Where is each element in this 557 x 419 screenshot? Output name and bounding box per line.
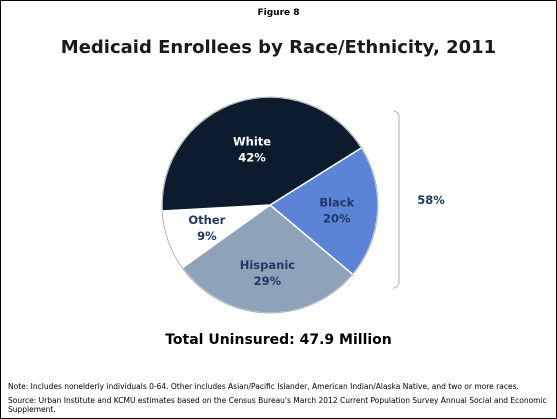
note-text: Note: Includes nonelderly individuals 0-… — [8, 382, 519, 391]
slice-label-other: Other — [188, 213, 225, 227]
source-text: Source: Urban Institute and KCMU estimat… — [8, 396, 547, 414]
bracket-line — [392, 110, 400, 289]
pie-outline — [161, 96, 379, 314]
slice-value-hispanic: 29% — [254, 274, 282, 288]
slice-label-hispanic: Hispanic — [240, 258, 296, 272]
total-label: Total Uninsured: 47.9 Million — [165, 332, 392, 348]
slice-label-white: White — [233, 134, 271, 148]
figure-label: Figure 8 — [257, 8, 300, 18]
slice-value-black: 20% — [323, 212, 351, 226]
slice-label-black: Black — [319, 196, 354, 210]
chart-title: Medicaid Enrollees by Race/Ethnicity, 20… — [60, 37, 497, 58]
slice-value-white: 42% — [238, 150, 266, 164]
bracket-label: 58% — [417, 193, 445, 207]
slice-value-other: 9% — [197, 229, 217, 243]
